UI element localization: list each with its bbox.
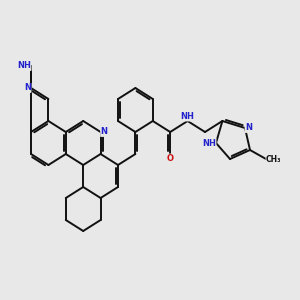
Text: NH: NH bbox=[181, 112, 194, 121]
Text: O: O bbox=[167, 154, 174, 163]
Text: N: N bbox=[100, 128, 108, 136]
Text: NH: NH bbox=[202, 139, 216, 148]
Text: NH: NH bbox=[17, 61, 31, 70]
Text: N: N bbox=[24, 83, 31, 92]
Text: N: N bbox=[245, 124, 252, 133]
Text: CH₃: CH₃ bbox=[266, 154, 281, 164]
